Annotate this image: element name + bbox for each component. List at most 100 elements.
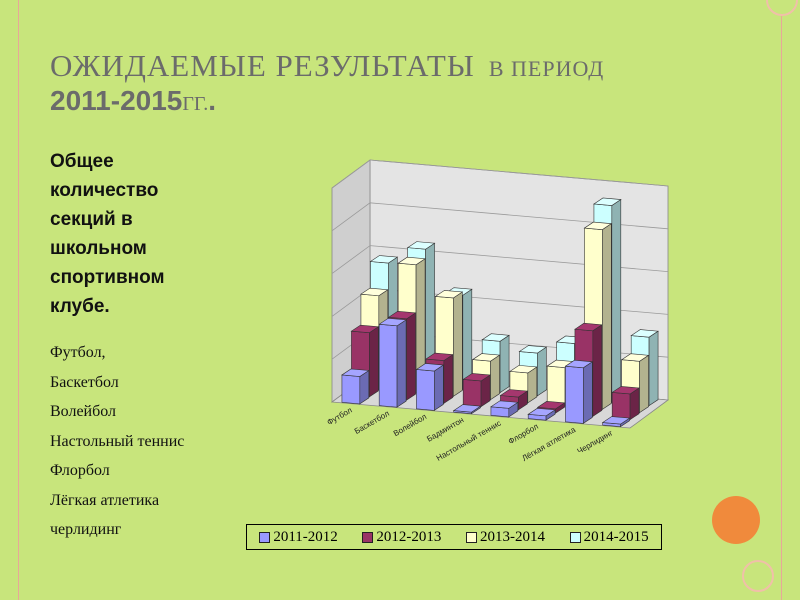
bar-top <box>462 373 491 382</box>
title-years: 2011-2015 <box>50 85 183 116</box>
bar-front <box>341 374 361 405</box>
title-years-suffix: ГГ. <box>182 93 209 115</box>
bar-top <box>583 221 613 230</box>
bar <box>378 317 407 408</box>
category-tick-label: Баскетбол <box>353 409 391 436</box>
legend-swatch <box>569 531 581 543</box>
bar-side <box>406 312 416 401</box>
bar-front <box>462 379 482 407</box>
category-tick-label: Флорбол <box>507 422 540 446</box>
bar-top <box>360 287 389 297</box>
bar <box>564 359 594 424</box>
bar-top <box>518 345 548 354</box>
bar-top <box>471 353 501 362</box>
intro-line: клубе. <box>50 296 110 317</box>
bar <box>527 408 556 421</box>
bar-top <box>350 324 380 334</box>
bar <box>341 368 370 405</box>
bar <box>490 400 519 418</box>
bar-side <box>583 361 593 424</box>
bar-side <box>453 291 463 397</box>
bar-top <box>387 310 417 320</box>
chart-legend: 2011-2012 2012-2013 2013-2014 2014-2015 <box>246 524 662 550</box>
left-border-line <box>18 0 19 600</box>
sport-item: Настольный теннис <box>50 432 185 450</box>
bar-top <box>415 363 445 372</box>
bar-top <box>536 401 566 410</box>
bar-top <box>490 400 519 409</box>
bar-top <box>452 404 482 413</box>
bar-top <box>611 386 640 395</box>
bar-side <box>602 223 612 410</box>
bar <box>415 363 445 411</box>
chart-gridline <box>331 202 669 232</box>
bar-front <box>378 323 398 408</box>
bar <box>462 373 491 408</box>
decor-circle-bottom <box>742 560 774 592</box>
legend-label: 2014-2015 <box>583 528 649 545</box>
bar-top <box>481 333 510 342</box>
sport-item: черлидинг <box>50 521 122 538</box>
sport-item: Волейбол <box>50 403 117 420</box>
category-tick-label: Черлидинг <box>576 428 615 456</box>
bar-side <box>537 346 547 397</box>
bar-top <box>630 329 659 338</box>
bar-top <box>593 197 622 206</box>
intro-line: секций в <box>50 209 133 230</box>
title-small: В ПЕРИОД <box>488 56 605 81</box>
legend-swatch <box>466 531 478 543</box>
sport-item: Баскетбол <box>50 373 119 391</box>
bar-top <box>620 353 650 362</box>
legend-item: 2011-2012 <box>259 528 338 546</box>
legend-label: 2012-2013 <box>376 528 442 545</box>
bar-top <box>434 290 464 299</box>
chart-gridline <box>331 245 669 274</box>
legend-swatch <box>259 531 271 543</box>
bar-top <box>406 241 436 250</box>
bar-top <box>564 359 594 369</box>
chart-gridline <box>331 159 669 189</box>
legend-label: 2011-2012 <box>273 528 338 545</box>
intro-line: Общее <box>50 151 114 172</box>
intro-line: школьном <box>50 238 147 259</box>
bar-front <box>416 369 435 411</box>
sport-item: Флорбол <box>50 462 110 479</box>
bar-side <box>499 334 510 394</box>
bar-top <box>509 365 538 374</box>
bar-top <box>527 408 556 417</box>
slide-title-line2: 2011-2015ГГ.. <box>50 85 217 116</box>
intro-line: количество <box>50 180 159 201</box>
legend-label: 2013-2014 <box>480 528 546 545</box>
bar-side <box>611 198 622 403</box>
bar-side <box>396 319 407 408</box>
bar-top <box>425 352 454 361</box>
bar-side <box>434 364 444 411</box>
bar-side <box>592 324 603 417</box>
bar-side <box>369 326 379 398</box>
bar <box>601 416 631 428</box>
bar-top <box>499 389 529 398</box>
bar-top <box>601 416 631 425</box>
bar-front <box>565 365 584 424</box>
bar-top <box>369 255 399 264</box>
bar-front <box>546 365 566 407</box>
sports-list: Футбол, Баскетбол Волейбол Настольный те… <box>50 338 184 545</box>
legend-item: 2014-2015 <box>569 528 649 546</box>
legend-item: 2012-2013 <box>362 529 441 546</box>
sport-item: Футбол, <box>50 344 106 361</box>
intro-text: Общее количество секций в школьном спорт… <box>50 147 165 321</box>
bar <box>611 386 640 421</box>
bar-side <box>639 354 649 414</box>
sport-item: Лёгкая атлетика <box>50 491 160 509</box>
bar <box>452 404 482 415</box>
bar-top <box>341 368 370 377</box>
bar-side <box>648 330 659 407</box>
bar-top <box>378 317 407 327</box>
category-tick-label: Бадминтон <box>425 415 465 443</box>
title-main: ОЖИДАЕМЫЕ РЕЗУЛЬТАТЫ <box>50 48 475 83</box>
right-border-line <box>781 0 782 600</box>
decor-circle-orange <box>712 496 760 544</box>
bar-front <box>611 392 631 420</box>
